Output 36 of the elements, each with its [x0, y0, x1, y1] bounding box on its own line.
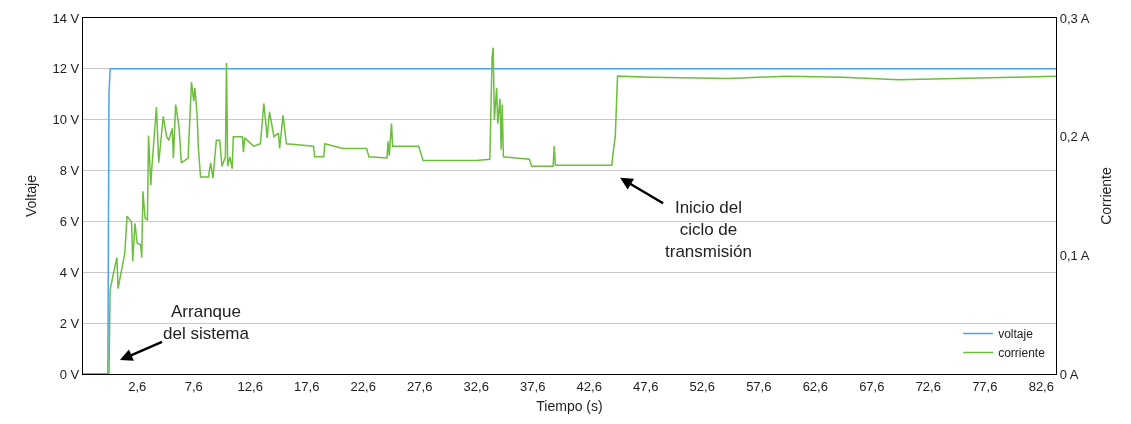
x-tick-label: 12,6	[237, 378, 263, 394]
y2-tick-label: 0,2 A	[1059, 129, 1090, 145]
y2-tick-label: 0 A	[1059, 366, 1079, 382]
x-tick-label: 47,6	[633, 378, 659, 394]
x-tick-label: 57,6	[746, 378, 772, 394]
annotation: Inicio del ciclo de transmisión	[665, 198, 752, 262]
x-tick-label: 52,6	[689, 378, 715, 394]
legend-label: voltaje	[998, 327, 1034, 342]
x-tick-label: 27,6	[407, 378, 433, 394]
y-tick-label: 2 V	[59, 315, 80, 331]
y-tick-label: 10 V	[52, 112, 80, 128]
y-tick-label: 14 V	[52, 10, 80, 26]
y2-tick-label: 0,3 A	[1059, 10, 1090, 26]
y-axis-title: Voltaje	[23, 174, 40, 218]
x-tick-label: 7,6	[184, 378, 203, 394]
legend-label: corriente	[998, 346, 1046, 361]
y-tick-label: 8 V	[59, 163, 80, 179]
y2-axis-title: Corriente	[1097, 167, 1114, 225]
x-tick-label: 77,6	[972, 378, 998, 394]
x-tick-label: 82,6	[1028, 378, 1054, 394]
annotation: Arranque del sistema	[163, 302, 250, 344]
y-tick-label: 4 V	[59, 264, 80, 280]
y-tick-label: 0 V	[59, 366, 80, 382]
x-tick-label: 22,6	[350, 378, 376, 394]
x-tick-label: 72,6	[915, 378, 941, 394]
y2-tick-label: 0,1 A	[1059, 247, 1090, 263]
x-tick-label: 42,6	[576, 378, 602, 394]
y-tick-label: 12 V	[52, 61, 80, 77]
x-tick-label: 37,6	[520, 378, 546, 394]
x-tick-label: 62,6	[802, 378, 828, 394]
y-tick-label: 6 V	[59, 213, 80, 229]
x-tick-label: 2,6	[128, 378, 147, 394]
x-axis-title: Tiempo (s)	[536, 398, 603, 414]
x-tick-label: 17,6	[294, 378, 320, 394]
x-tick-label: 67,6	[859, 378, 885, 394]
x-tick-label: 32,6	[463, 378, 489, 394]
